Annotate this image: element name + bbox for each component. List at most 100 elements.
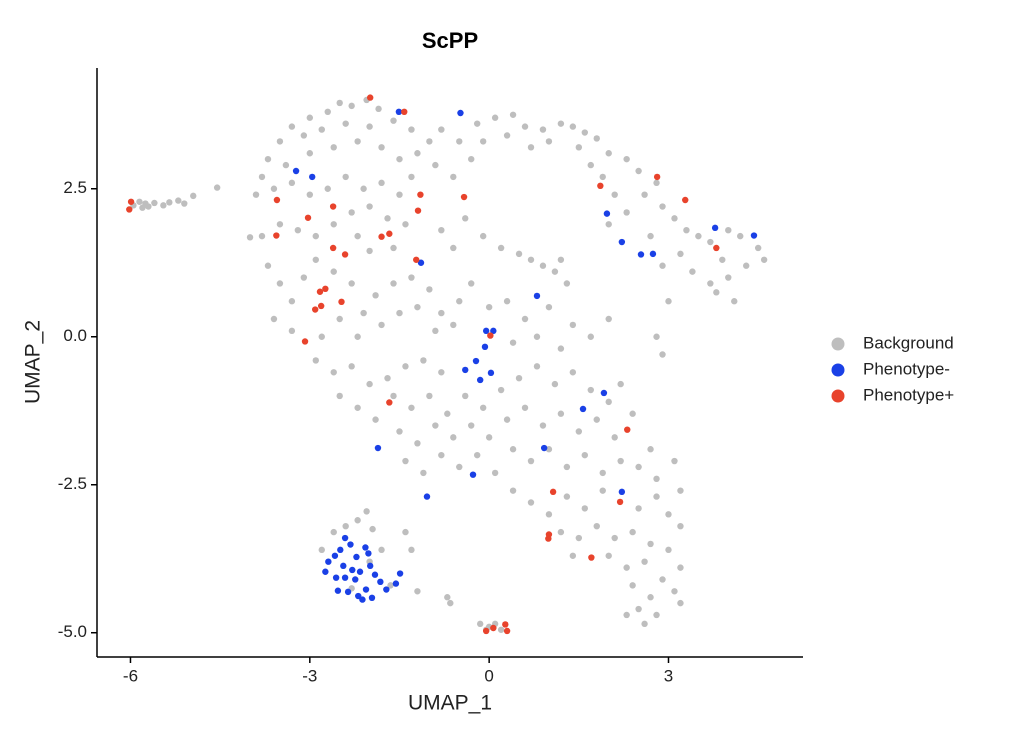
point (635, 167, 642, 175)
point (599, 173, 606, 181)
point (490, 327, 497, 335)
point (372, 292, 379, 299)
point (497, 244, 505, 252)
point (653, 475, 660, 483)
point (438, 451, 445, 459)
point (354, 232, 361, 240)
point (677, 487, 684, 494)
legend-label: Phenotype+ (863, 385, 954, 404)
point (460, 193, 468, 201)
point (444, 594, 451, 601)
point (276, 280, 284, 287)
point (569, 321, 577, 329)
point (725, 226, 732, 234)
point (324, 185, 331, 192)
point (420, 357, 427, 364)
point (476, 620, 484, 628)
point (330, 528, 337, 536)
point (348, 209, 355, 216)
point (450, 434, 457, 441)
point (396, 570, 404, 577)
point (190, 192, 197, 200)
point (462, 392, 469, 400)
point (348, 102, 355, 110)
point (414, 588, 421, 595)
point (292, 167, 300, 175)
point (294, 226, 302, 234)
point (641, 191, 648, 198)
point (336, 392, 343, 400)
point (677, 599, 684, 607)
point (126, 206, 133, 213)
point (414, 440, 421, 447)
point (270, 185, 278, 192)
point (258, 173, 266, 181)
point (366, 123, 373, 130)
point (617, 380, 624, 388)
point (581, 129, 589, 136)
point (587, 333, 594, 340)
point (647, 540, 654, 548)
x-axis-title: UMAP_1 (408, 692, 492, 715)
point (325, 558, 332, 565)
point (426, 138, 433, 145)
point (641, 620, 648, 628)
point (340, 562, 347, 570)
point (468, 280, 475, 287)
point (336, 315, 343, 323)
point (468, 155, 475, 163)
chart-title: ScPP (422, 28, 478, 53)
point (603, 210, 611, 217)
point (649, 250, 657, 258)
point (599, 469, 606, 477)
point (359, 596, 366, 603)
point (653, 179, 660, 187)
point (485, 434, 493, 441)
point (515, 374, 523, 382)
point (545, 303, 553, 311)
point (671, 215, 678, 222)
point (347, 541, 354, 548)
point (329, 203, 337, 210)
point (306, 191, 314, 198)
point (711, 224, 719, 232)
legend-swatch (831, 363, 845, 377)
point (677, 250, 684, 258)
point (288, 327, 296, 335)
point (611, 434, 618, 441)
point (593, 135, 600, 142)
point (432, 327, 439, 335)
point (366, 562, 374, 570)
point (482, 627, 490, 635)
point (414, 303, 421, 311)
point (312, 232, 319, 240)
point (402, 363, 409, 370)
point (521, 404, 529, 411)
point (356, 568, 364, 575)
point (487, 332, 494, 339)
point (456, 463, 463, 471)
point (334, 587, 342, 594)
point (341, 574, 349, 581)
point (423, 493, 431, 500)
point (160, 202, 167, 209)
point (420, 469, 427, 477)
point (659, 262, 666, 269)
point (322, 285, 329, 293)
point (539, 126, 547, 133)
point (151, 199, 158, 207)
point (258, 232, 266, 240)
point (264, 262, 272, 269)
point (569, 369, 577, 376)
point (581, 505, 589, 512)
point (378, 179, 385, 187)
point (354, 404, 361, 411)
point (306, 150, 314, 157)
legend-label: Background (863, 333, 954, 352)
point (647, 232, 654, 240)
point (485, 303, 493, 311)
point (450, 321, 457, 329)
point (392, 580, 400, 587)
point (581, 451, 589, 459)
